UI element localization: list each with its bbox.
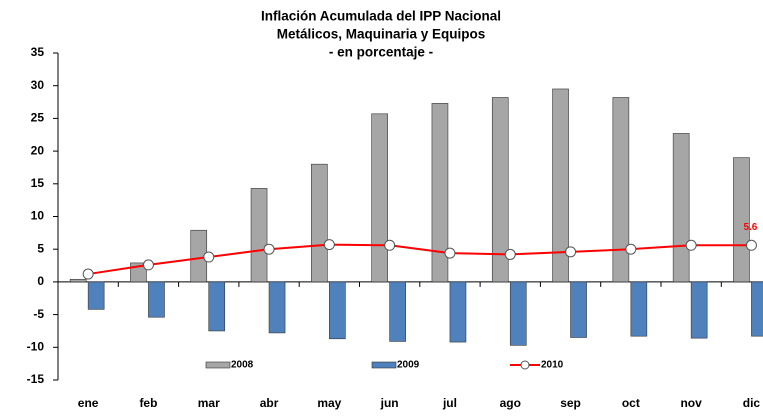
chart-title: Metálicos, Maquinaria y Equipos bbox=[277, 27, 486, 42]
bar bbox=[733, 157, 750, 283]
legend-swatch bbox=[520, 360, 530, 370]
y-tick-label: 10 bbox=[31, 209, 45, 223]
legend-label: 2009 bbox=[397, 360, 420, 371]
bar bbox=[431, 103, 449, 283]
line-marker bbox=[323, 239, 335, 251]
line-marker bbox=[142, 259, 154, 271]
bar bbox=[329, 281, 346, 340]
x-tick-label: ago bbox=[500, 396, 521, 410]
line-marker bbox=[263, 243, 275, 255]
bar bbox=[371, 113, 388, 283]
chart-title: Inflación Acumulada del IPP Nacional bbox=[261, 9, 501, 24]
bar bbox=[491, 97, 509, 283]
bar bbox=[690, 281, 708, 339]
line-marker bbox=[203, 251, 215, 263]
line-marker bbox=[504, 248, 516, 260]
line-marker bbox=[565, 246, 577, 258]
bar bbox=[208, 281, 226, 332]
line-marker bbox=[82, 268, 94, 280]
y-tick-label: 25 bbox=[31, 111, 45, 125]
legend-label: 2008 bbox=[231, 360, 254, 371]
legend-swatch bbox=[371, 361, 397, 369]
bar bbox=[311, 163, 328, 283]
x-tick-label: sep bbox=[560, 396, 581, 410]
line-marker bbox=[384, 239, 396, 251]
x-tick-label: oct bbox=[622, 396, 640, 410]
y-tick-label: -5 bbox=[33, 307, 44, 321]
bar bbox=[672, 133, 690, 283]
bar bbox=[612, 97, 630, 283]
x-tick-label: jun bbox=[380, 396, 399, 410]
line-marker bbox=[745, 239, 757, 251]
y-tick-label: 30 bbox=[31, 78, 45, 92]
x-tick-label: abr bbox=[260, 396, 279, 410]
bar bbox=[449, 281, 467, 343]
legend-label: 2010 bbox=[541, 360, 564, 371]
y-tick-label: 20 bbox=[31, 143, 45, 157]
data-label: 5.6 bbox=[743, 222, 757, 233]
y-tick-label: 5 bbox=[37, 241, 44, 255]
bar bbox=[69, 278, 87, 283]
x-tick-label: dic bbox=[743, 396, 761, 410]
line-marker bbox=[685, 239, 697, 251]
bar bbox=[148, 281, 165, 318]
y-tick-label: 35 bbox=[31, 45, 45, 59]
bar bbox=[570, 281, 587, 338]
x-tick-label: ene bbox=[78, 396, 99, 410]
bar bbox=[268, 281, 286, 334]
y-tick-label: 15 bbox=[31, 176, 45, 190]
bar bbox=[389, 281, 406, 342]
y-tick-label: -15 bbox=[27, 372, 45, 386]
line-marker bbox=[444, 247, 456, 259]
y-tick-label: 0 bbox=[37, 274, 44, 288]
x-tick-label: may bbox=[317, 396, 341, 410]
y-tick-label: -10 bbox=[27, 339, 45, 353]
x-tick-label: feb bbox=[139, 396, 157, 410]
legend-swatch bbox=[205, 361, 231, 369]
x-tick-label: jul bbox=[442, 396, 457, 410]
bar bbox=[552, 88, 569, 283]
line-marker bbox=[625, 243, 637, 255]
bar bbox=[250, 188, 268, 283]
bar bbox=[87, 281, 105, 310]
bar bbox=[630, 281, 648, 337]
bar bbox=[751, 281, 763, 337]
x-tick-label: nov bbox=[680, 396, 702, 410]
chart-subtitle: - en porcentaje - bbox=[329, 45, 433, 60]
x-tick-label: mar bbox=[198, 396, 220, 410]
line bbox=[87, 243, 752, 276]
bar bbox=[509, 281, 527, 346]
